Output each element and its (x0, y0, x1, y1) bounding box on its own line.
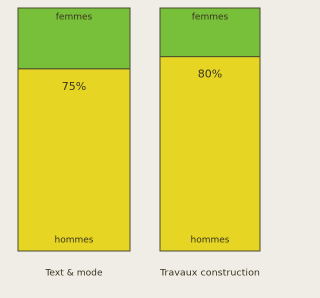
x-tick-label: Text & mode (44, 269, 102, 279)
bar-segment (18, 69, 130, 251)
segment-name: femmes (192, 13, 229, 23)
segment-name: hommes (191, 236, 230, 246)
value-label: 80% (198, 68, 222, 81)
segment-name: hommes (55, 236, 94, 246)
value-label: 75% (62, 80, 86, 93)
chart: hommes 75% femmes Text & mode hommes 80% femme… (0, 0, 275, 294)
bar-segment (160, 57, 260, 251)
x-tick-label: Travaux construction (159, 269, 260, 279)
segment-name: femmes (56, 13, 93, 23)
